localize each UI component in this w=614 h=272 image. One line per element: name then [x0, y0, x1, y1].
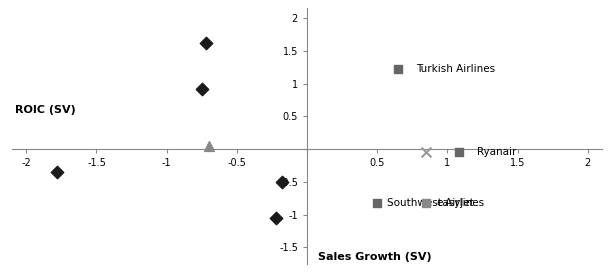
Point — [394, 67, 403, 71]
Point — [372, 201, 382, 205]
Text: Sales Growth (SV): Sales Growth (SV) — [318, 252, 432, 262]
Text: Southwest Airlines: Southwest Airlines — [387, 198, 484, 208]
Point — [204, 144, 214, 148]
Text: easyJet: easyJet — [436, 198, 474, 208]
Text: Turkish Airlines: Turkish Airlines — [416, 64, 495, 74]
Point — [454, 150, 464, 154]
Text: Ryanair: Ryanair — [477, 147, 516, 157]
Point — [277, 180, 287, 184]
Point — [421, 150, 431, 154]
Point — [421, 201, 431, 205]
Text: ROIC (SV): ROIC (SV) — [15, 105, 76, 115]
Point — [271, 216, 281, 220]
Point — [197, 86, 207, 91]
Point — [52, 170, 62, 174]
Point — [201, 41, 211, 45]
